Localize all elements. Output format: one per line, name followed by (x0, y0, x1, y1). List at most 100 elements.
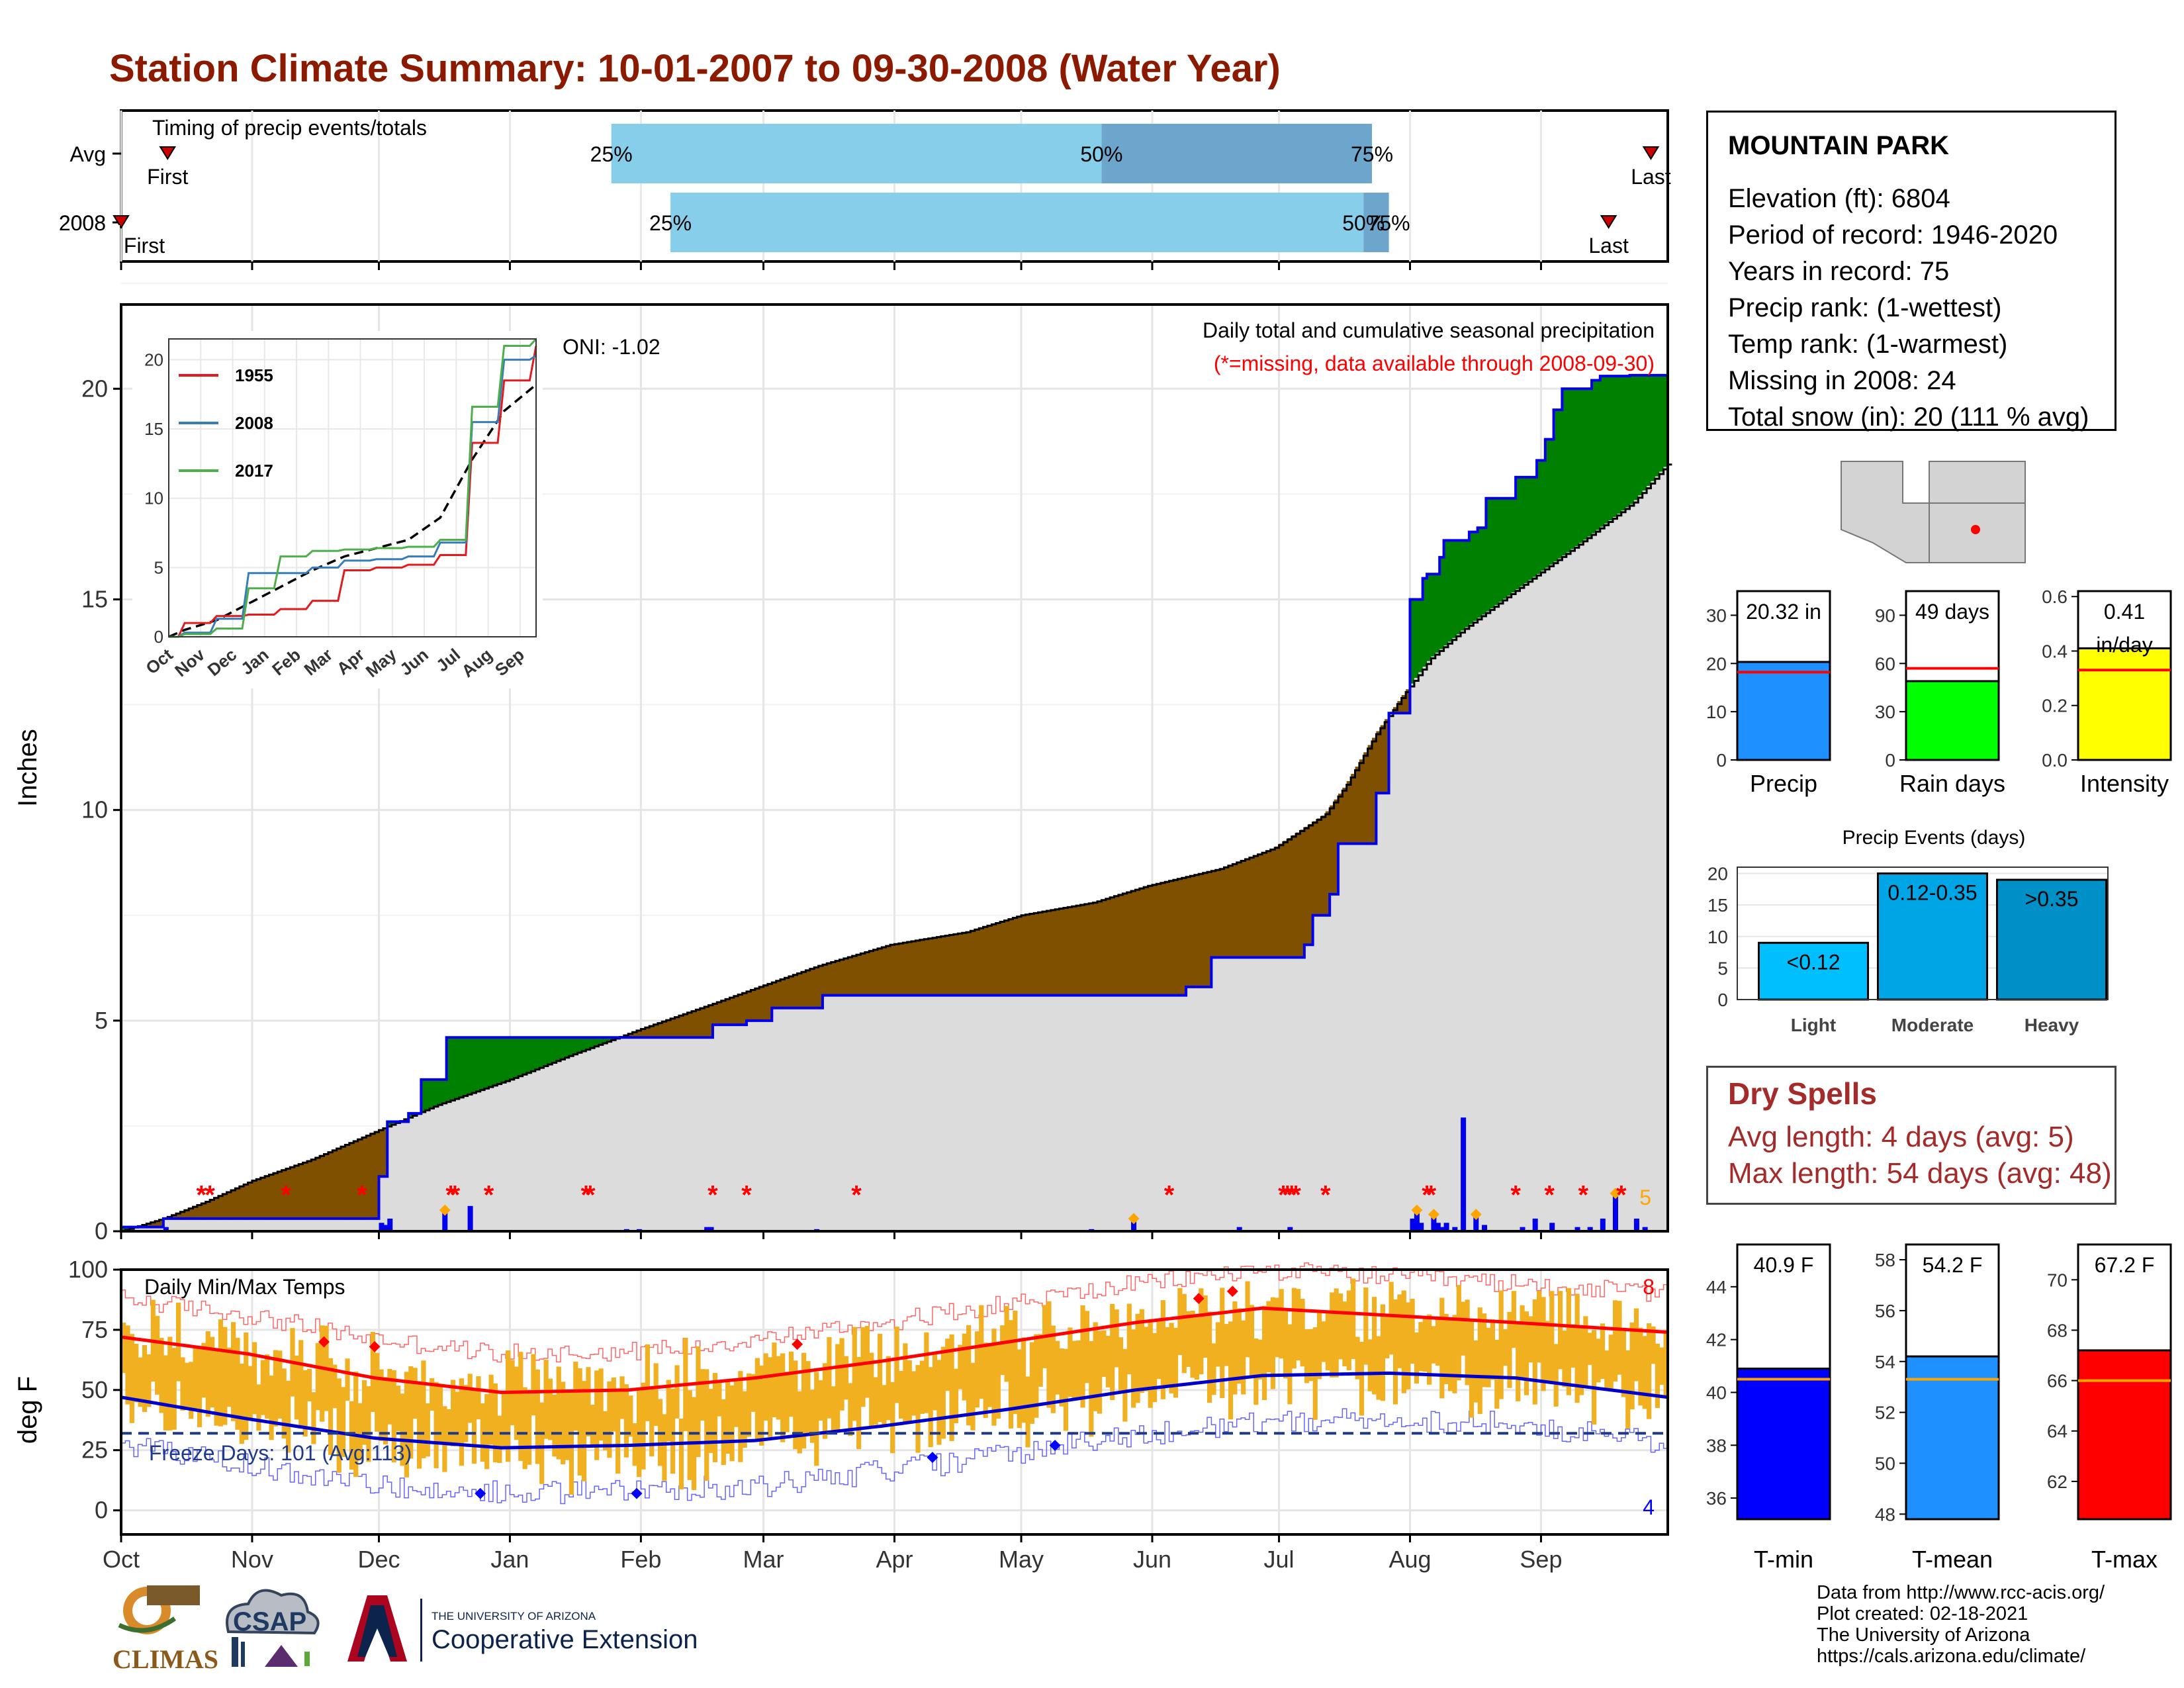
precip-avg-area (1131, 995, 1136, 1231)
precip-avg-area (526, 1072, 531, 1231)
precip-avg-area (1071, 995, 1077, 1231)
precip-avg-area (1046, 995, 1052, 1231)
precip-events-ytick-label: 10 (1707, 927, 1728, 947)
precip-avg-area (953, 995, 958, 1231)
precip-avg-area (747, 1020, 752, 1231)
precip-summary-bar (1905, 680, 2000, 761)
precip-surplus-fill (1469, 532, 1474, 624)
precip-deficit-fill (747, 990, 752, 1021)
precip-avg-area (1241, 957, 1246, 1231)
temps-daily-bar (725, 1382, 731, 1454)
precip-avg-area (1494, 605, 1500, 1231)
precip-daily-marker (439, 1204, 451, 1216)
timing-last-marker (1600, 215, 1617, 229)
temps-daily-bar (645, 1344, 650, 1421)
precip-avg-area (1410, 683, 1415, 1231)
precip-avg-area (535, 1068, 540, 1231)
precip-deficit-fill (979, 927, 984, 996)
temp-summary-label: T-mean (1912, 1546, 1993, 1573)
precip-deficit-fill (788, 975, 794, 1008)
temps-daily-bar (1308, 1329, 1314, 1382)
temps-daily-bar (1093, 1322, 1098, 1411)
temps-daily-bar (379, 1369, 384, 1441)
temps-ytick-label: 0 (95, 1497, 108, 1524)
timing-bar-25-50 (670, 193, 1364, 252)
mini-legend-label: 2017 (235, 461, 273, 481)
precip-avg-area (827, 995, 832, 1231)
precip-daily-bar (704, 1227, 710, 1231)
temps-daily-bar (1655, 1343, 1661, 1409)
temps-daily-bar (375, 1352, 380, 1432)
precip-deficit-fill (1059, 908, 1064, 996)
temps-daily-bar (273, 1350, 279, 1427)
precip-avg-area (375, 1218, 380, 1231)
precip-surplus-fill (492, 1037, 498, 1085)
precip-deficit-fill (962, 932, 967, 996)
temps-daily-bar (294, 1355, 299, 1420)
precip-surplus-fill (1520, 477, 1525, 586)
temps-daily-bar (649, 1386, 655, 1457)
temps-daily-bar (1194, 1316, 1200, 1380)
precip-deficit-fill (759, 986, 764, 1021)
precip-avg-area (286, 1218, 291, 1231)
precip-avg-area (1220, 957, 1225, 1231)
precip-deficit-fill (1220, 868, 1225, 958)
precip-avg-area (945, 995, 950, 1231)
precip-deficit-fill (1194, 874, 1199, 987)
precip-deficit-fill (1071, 906, 1077, 996)
precip-events-title: Precip Events (days) (1843, 827, 2026, 849)
precip-surplus-fill (1498, 498, 1504, 602)
precip-deficit-fill (903, 942, 908, 996)
temps-daily-bar (1177, 1288, 1183, 1355)
precip-avg-area (915, 995, 921, 1231)
precip-avg-area (1160, 995, 1165, 1231)
precip-deficit-fill (1144, 886, 1149, 996)
temps-daily-bar (1524, 1311, 1529, 1395)
precip-avg-area (708, 1037, 713, 1231)
precip-avg-area (1169, 995, 1174, 1231)
precip-deficit-fill (932, 937, 937, 996)
temps-daily-bar (1156, 1319, 1161, 1380)
precip-deficit-fill (1236, 861, 1242, 958)
precip-avg-area (273, 1218, 278, 1231)
precip-avg-area (1443, 645, 1449, 1231)
precip-deficit-fill (1199, 873, 1204, 987)
temps-daily-bar (201, 1342, 206, 1398)
temps-daily-bar (311, 1392, 316, 1444)
precip-avg-area (1537, 574, 1542, 1231)
precip-avg-area (1270, 957, 1275, 1231)
precip-avg-area (1372, 843, 1377, 1231)
precip-summary-value-label: 49 days (1915, 600, 1989, 624)
timing-row-label: Avg (69, 142, 106, 166)
precip-events-frame (1737, 867, 2109, 1000)
precip-avg-area (328, 1218, 333, 1231)
precip-avg-area (565, 1056, 570, 1231)
precip-deficit-fill (251, 1180, 257, 1219)
temps-avg-min-line (120, 1371, 1668, 1450)
temps-daily-bar (366, 1386, 371, 1462)
temps-record-min-line (121, 1408, 1668, 1505)
temps-daily-bar (1135, 1313, 1140, 1403)
precip-events-ytick-label: 20 (1707, 864, 1728, 884)
precip-deficit-fill (1279, 843, 1284, 958)
temps-freeze-label: Freeze Days: 101 (Avg:113) (149, 1441, 412, 1465)
precip-avg-area (1038, 995, 1043, 1231)
precip-deficit-fill (1308, 823, 1314, 945)
temps-daily-bar (1507, 1311, 1512, 1388)
precip-avg-area (581, 1050, 586, 1231)
precip-xticks (120, 263, 1542, 1239)
precip-avg-area (903, 995, 908, 1231)
precip-avg-area (446, 1101, 451, 1231)
temp-summary-value-label: 40.9 F (1754, 1253, 1814, 1277)
precip-avg-area (430, 1107, 435, 1231)
logos-row: CLIMAS CSAP THE UNIVERSITY OF ARIZONA Co… (106, 1579, 741, 1678)
precip-deficit-fill (1177, 878, 1183, 996)
precip-summary-panel: 0 30 60 90 49 days Rain days (1875, 590, 2005, 797)
precip-deficit-fill (949, 934, 954, 996)
precip-deficit-fill (197, 1204, 202, 1219)
precip-avg-area (1562, 555, 1567, 1231)
temps-daily-bar (581, 1381, 587, 1481)
precip-avg-area (793, 1008, 798, 1231)
temps-daily-bar (1034, 1334, 1039, 1418)
